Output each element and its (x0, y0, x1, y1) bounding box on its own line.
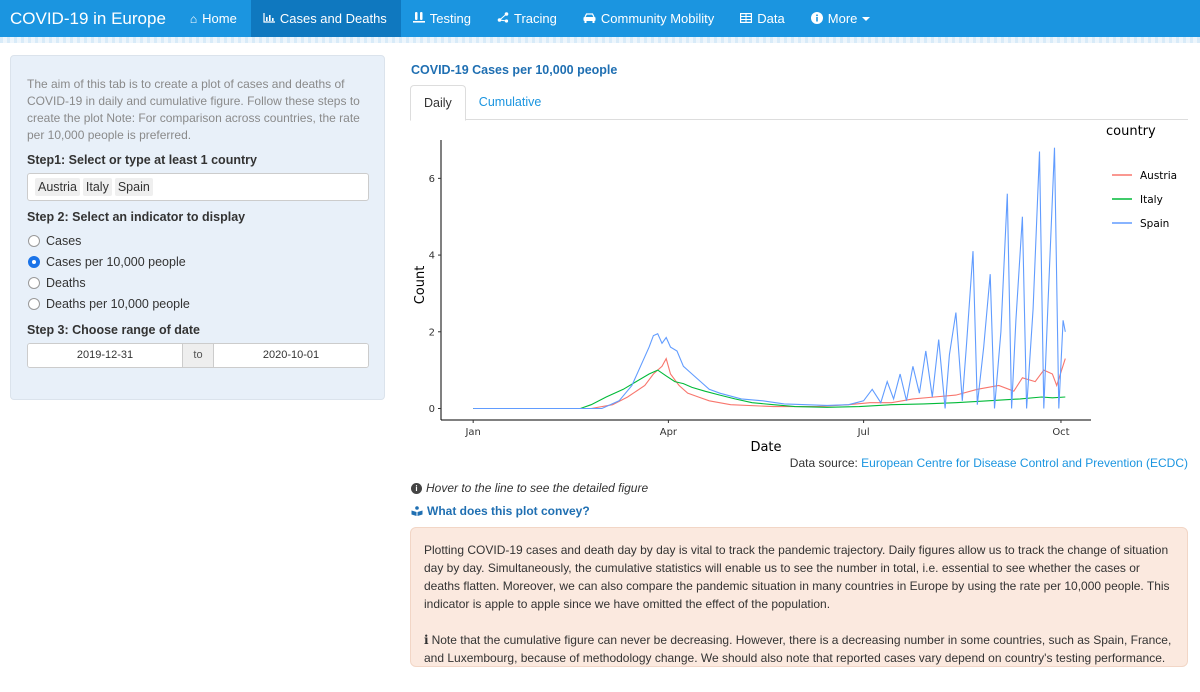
x-axis-title: Date (750, 440, 781, 455)
data-source-prefix: Data source: (789, 456, 862, 470)
nav-cases-and-deaths-label: Cases and Deaths (279, 11, 387, 26)
country-tag[interactable]: Austria (35, 178, 80, 196)
radio-button-selected[interactable] (28, 255, 40, 268)
info-circle-icon (810, 11, 823, 26)
share-nodes-icon (497, 12, 509, 25)
legend-title: country (1106, 124, 1156, 139)
legend-label[interactable]: Spain (1140, 218, 1169, 230)
navbar: COVID-19 in Europe ⌂ Home Cases and Deat… (0, 0, 1200, 37)
legend-label[interactable]: Austria (1140, 170, 1177, 182)
radio-option-deaths-per-10000[interactable]: Deaths per 10,000 people (27, 293, 368, 314)
y-tick-label: 6 (429, 174, 435, 185)
data-source: Data source: European Centre for Disease… (790, 456, 1188, 470)
nav-data[interactable]: Data (728, 0, 798, 37)
y-axis-title: Count (413, 266, 428, 305)
cases-line-chart[interactable]: 0 2 4 6 Jan Apr Jul Oct Date Count country Aus… (408, 122, 1200, 474)
nav-testing[interactable]: Testing (401, 0, 485, 37)
explanation-panel: Plotting COVID-19 cases and death day by… (410, 527, 1188, 667)
hover-hint-text: Hover to the line to see the detailed fi… (426, 481, 649, 495)
step2-label: Step 2: Select an indicator to display (27, 210, 246, 224)
x-tick-label: Oct (1052, 427, 1069, 438)
country-tag[interactable]: Italy (82, 178, 112, 196)
radio-label: Cases (46, 233, 82, 248)
nav-community-mobility[interactable]: Community Mobility (571, 0, 728, 37)
x-tick-label: Apr (660, 427, 678, 438)
y-tick-label: 2 (429, 327, 435, 338)
nav-more-label: More (827, 11, 858, 26)
x-tick-label: Jul (857, 427, 870, 438)
nav-data-label: Data (757, 11, 785, 26)
chart-svg[interactable]: 0 2 4 6 Jan Apr Jul Oct Date Count country Aus… (408, 122, 1200, 462)
radio-button[interactable] (28, 297, 40, 310)
x-tick-label: Jan (464, 427, 480, 438)
sidebar-intro: The aim of this tab is to create a plot … (27, 77, 360, 142)
nav-home-label: Home (202, 11, 237, 26)
explanation-paragraph-1: Plotting COVID-19 cases and death day by… (424, 543, 1170, 611)
table-icon (740, 12, 753, 25)
sidebar-panel: The aim of this tab is to create a plot … (10, 55, 385, 400)
ecdc-link[interactable]: European Centre for Disease Control and … (861, 456, 1188, 470)
tab-cumulative[interactable]: Cumulative (478, 95, 542, 109)
nav-tracing-label: Tracing (514, 11, 557, 26)
nav-tracing[interactable]: Tracing (485, 0, 571, 37)
convey-toggle[interactable]: What does this plot convey? (411, 504, 590, 518)
book-reader-icon (411, 506, 423, 516)
indicator-radio-group: Cases Cases per 10,000 people Deaths Dea… (27, 230, 368, 314)
step1-label: Step1: Select or type at least 1 country (27, 153, 257, 167)
nav-community-mobility-label: Community Mobility (600, 11, 715, 26)
caret-down-icon (862, 16, 871, 21)
series-line-spain[interactable] (473, 147, 1066, 410)
radio-button[interactable] (28, 276, 40, 289)
country-select-input[interactable]: Austria Italy Spain (27, 173, 369, 201)
country-tag[interactable]: Spain (114, 178, 153, 196)
radio-button[interactable] (28, 234, 40, 247)
series-line-italy[interactable] (473, 369, 1066, 410)
nav-testing-label: Testing (429, 11, 471, 26)
y-tick-label: 0 (429, 404, 435, 415)
nav-home[interactable]: ⌂ Home (178, 0, 251, 37)
explanation-paragraph-2: i Note that the cumulative figure can nev… (424, 631, 1174, 667)
tab-daily[interactable]: Daily (410, 85, 466, 121)
info-i-icon: i (424, 633, 429, 647)
y-tick-label: 4 (429, 251, 435, 262)
legend-label[interactable]: Italy (1140, 194, 1163, 206)
convey-label: What does this plot convey? (427, 504, 590, 518)
vials-icon (412, 12, 425, 25)
radio-label: Deaths per 10,000 people (46, 296, 190, 311)
date-range-separator: to (182, 344, 214, 367)
date-range-input: 2019-12-31 to 2020-10-01 (27, 343, 369, 368)
car-icon (583, 12, 596, 25)
bar-chart-icon (263, 12, 275, 25)
radio-label: Deaths (46, 275, 86, 290)
home-icon: ⌂ (189, 11, 198, 26)
date-start-input[interactable]: 2019-12-31 (28, 344, 182, 367)
brand-title[interactable]: COVID-19 in Europe (10, 8, 166, 28)
radio-option-cases-per-10000[interactable]: Cases per 10,000 people (27, 251, 368, 272)
page-title: COVID-19 Cases per 10,000 people (411, 63, 618, 77)
tab-bar: Daily Cumulative (410, 85, 1188, 121)
radio-option-cases[interactable]: Cases (27, 230, 368, 251)
step3-label: Step 3: Choose range of date (27, 323, 200, 337)
nav-more-dropdown[interactable]: More (799, 0, 885, 37)
navbar-divider (0, 37, 1200, 43)
date-end-input[interactable]: 2020-10-01 (214, 344, 368, 367)
nav-cases-and-deaths[interactable]: Cases and Deaths (250, 0, 401, 37)
radio-label: Cases per 10,000 people (46, 254, 186, 269)
radio-option-deaths[interactable]: Deaths (27, 272, 368, 293)
hover-hint: i Hover to the line to see the detailed … (411, 481, 648, 495)
info-icon: i (411, 482, 422, 494)
explanation-paragraph-2-text: Note that the cumulative figure can neve… (424, 633, 1172, 665)
